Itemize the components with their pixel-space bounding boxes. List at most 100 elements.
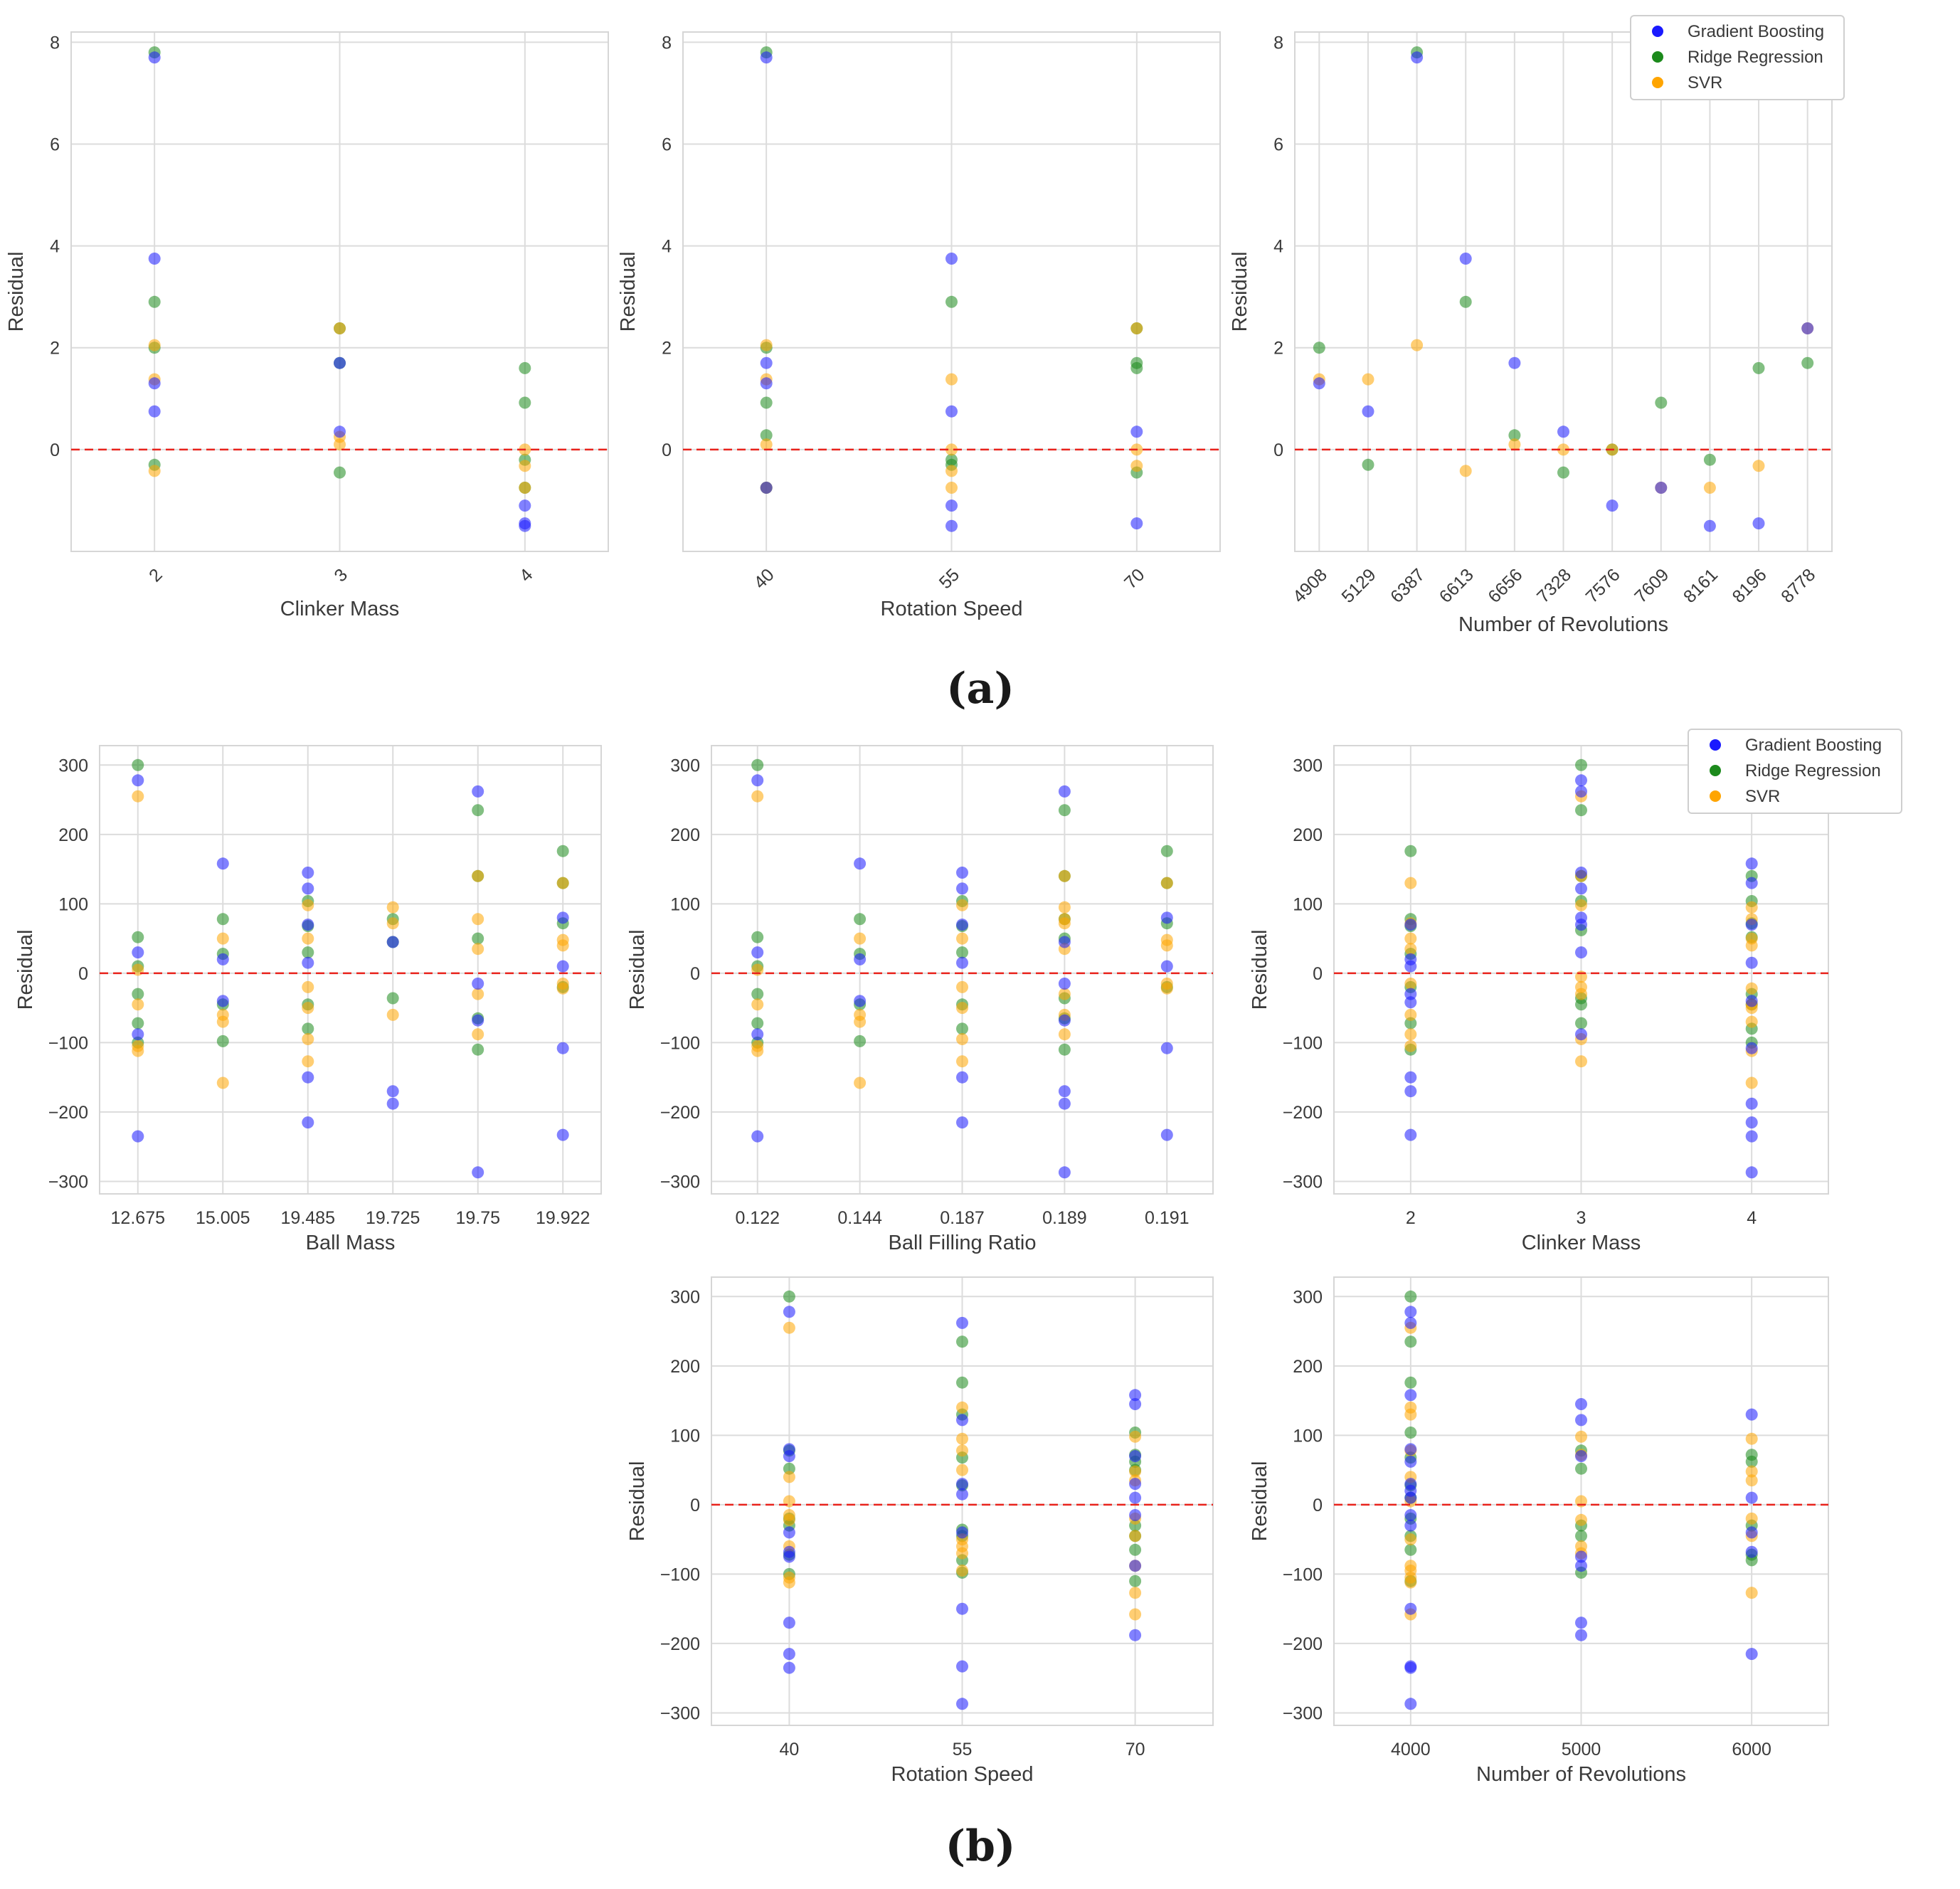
data-point (132, 998, 144, 1011)
data-point (519, 396, 531, 409)
data-point (1752, 361, 1765, 374)
y-tick-label: −300 (1283, 1703, 1323, 1723)
data-point (1745, 1455, 1758, 1468)
data-point (132, 946, 144, 959)
data-point (783, 1462, 795, 1475)
y-axis-title: Residual (626, 1461, 649, 1542)
data-point (1575, 1629, 1587, 1641)
x-tick-label: 19.725 (366, 1208, 420, 1228)
data-point (854, 913, 867, 926)
x-tick-label: 0.144 (837, 1208, 882, 1228)
series-gradient-boosting (1404, 774, 1758, 1179)
data-point (751, 1017, 764, 1030)
y-tick-label: 300 (670, 1287, 700, 1307)
data-point (1745, 1130, 1758, 1143)
data-point (1404, 1085, 1417, 1098)
data-point (956, 980, 968, 993)
data-point (1745, 1587, 1758, 1599)
data-point (1745, 1474, 1758, 1487)
data-point (1575, 988, 1587, 1000)
data-point (302, 1022, 314, 1035)
data-point (1160, 845, 1173, 857)
data-point (783, 1471, 795, 1483)
legend-label: SVR (1688, 73, 1722, 92)
data-point (556, 845, 569, 857)
data-point (556, 911, 569, 924)
data-point (1129, 1398, 1142, 1410)
data-point (1058, 936, 1071, 948)
x-tick-label: 55 (953, 1740, 973, 1760)
plot-frame (711, 1276, 1214, 1726)
x-tick-label: 70 (1125, 1740, 1145, 1760)
data-point (472, 1166, 484, 1179)
x-tick-label: 55 (936, 565, 963, 593)
y-tick-label: 8 (662, 33, 672, 53)
data-point (751, 1044, 764, 1057)
y-tick-label: −100 (1283, 1565, 1323, 1584)
data-point (1752, 460, 1765, 472)
x-tick-label: 5129 (1337, 565, 1379, 607)
chart-panel-b3: −300 −200 −100 0 100 200 300 2 3 4 Clinker Mass Res… (1249, 729, 1902, 1254)
data-point (216, 953, 229, 965)
data-point (1160, 1042, 1173, 1054)
y-tick-label: 0 (690, 1496, 700, 1515)
y-tick-label: −200 (1283, 1103, 1323, 1123)
data-point (956, 1316, 968, 1329)
data-point (302, 882, 314, 895)
data-point (302, 899, 314, 911)
data-point (1404, 1427, 1417, 1439)
data-point (148, 405, 161, 418)
data-point (1575, 1462, 1587, 1475)
data-point (1404, 877, 1417, 889)
data-point (1575, 1450, 1587, 1463)
data-point (1411, 339, 1424, 351)
data-point (956, 1022, 968, 1035)
data-point (1160, 982, 1173, 995)
y-tick-label: 0 (1313, 1496, 1323, 1515)
y-tick-label: −100 (1283, 1033, 1323, 1053)
legend-marker (1710, 765, 1721, 776)
y-tick-label: 2 (1273, 339, 1283, 359)
data-point (1575, 1414, 1587, 1427)
data-point (1404, 1290, 1417, 1303)
data-point (945, 465, 958, 477)
data-point (1129, 1560, 1142, 1572)
x-axis-title: Clinker Mass (280, 598, 400, 620)
x-tick-label: 0.187 (940, 1208, 985, 1228)
data-point (1745, 1554, 1758, 1567)
data-point (1058, 988, 1071, 1000)
data-point (1404, 996, 1417, 1009)
series-gradient-boosting (760, 51, 1143, 532)
y-tick-label: 0 (662, 440, 672, 460)
data-point (386, 1008, 399, 1021)
data-point (1129, 1509, 1142, 1521)
data-point (760, 339, 773, 351)
data-point (132, 790, 144, 803)
data-point (302, 1071, 314, 1084)
data-point (148, 51, 161, 64)
data-point (302, 932, 314, 945)
y-tick-label: 0 (78, 964, 88, 984)
data-point (519, 499, 531, 512)
data-point (1575, 1617, 1587, 1629)
y-tick-label: 8 (1273, 33, 1283, 53)
data-point (1575, 1028, 1587, 1041)
data-point (132, 774, 144, 787)
data-point (1404, 1306, 1417, 1318)
data-point (1404, 1017, 1417, 1030)
data-point (386, 917, 399, 930)
data-point (519, 482, 531, 494)
data-point (1404, 1039, 1417, 1052)
data-point (956, 867, 968, 879)
data-point (760, 356, 773, 369)
y-tick-label: −300 (48, 1172, 88, 1192)
y-tick-label: −100 (660, 1565, 700, 1584)
subfigure-label-b: (b) (945, 1821, 1016, 1871)
data-point (751, 946, 764, 959)
data-point (945, 443, 958, 456)
data-point (1130, 425, 1143, 438)
data-point (956, 1698, 968, 1710)
data-point (1745, 857, 1758, 870)
x-tick-label: 4000 (1391, 1740, 1431, 1760)
data-point (148, 253, 161, 265)
